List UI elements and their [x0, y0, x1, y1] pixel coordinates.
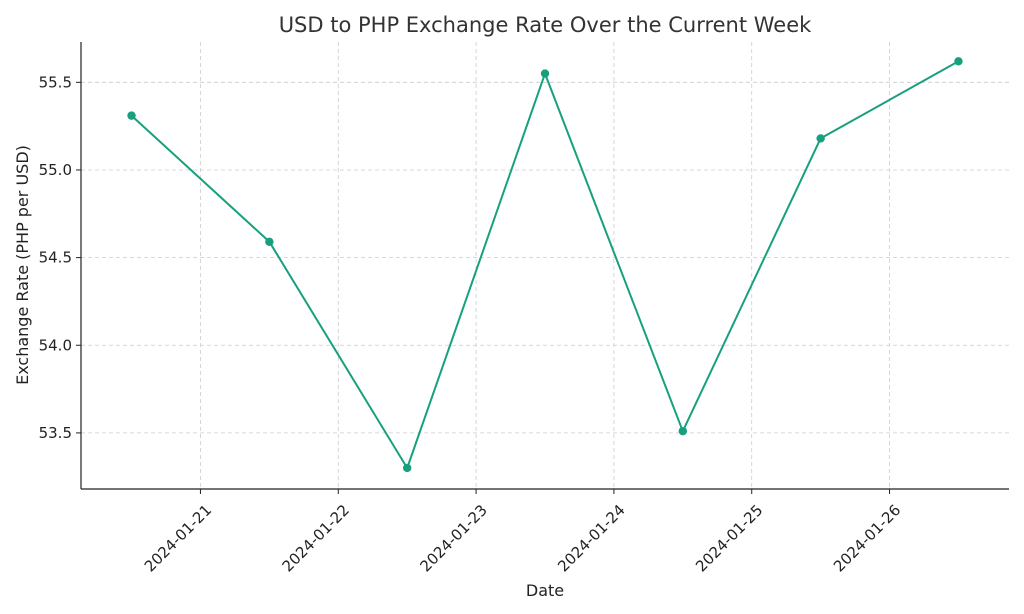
y-tick-label: 55.5 — [39, 73, 72, 91]
y-axis-label: Exchange Rate (PHP per USD) — [13, 145, 32, 385]
x-tick-label: 2024-01-21 — [141, 501, 215, 575]
data-point[interactable] — [265, 237, 274, 247]
y-tick-label: 54.0 — [39, 336, 72, 354]
series-line — [130, 60, 959, 469]
data-point[interactable] — [816, 134, 825, 143]
data-point[interactable] — [954, 57, 963, 66]
data-point[interactable] — [540, 69, 550, 78]
x-tick-label: 2024-01-22 — [279, 501, 353, 575]
y-tick-label: 54.5 — [39, 249, 72, 267]
data-point[interactable] — [402, 463, 412, 473]
axes — [76, 42, 1009, 494]
chart-title: USD to PHP Exchange Rate Over the Curren… — [279, 13, 812, 37]
x-tick-label: 2024-01-23 — [416, 501, 490, 575]
data-point[interactable] — [127, 111, 136, 120]
x-tick-label: 2024-01-26 — [830, 501, 904, 575]
series-layer — [127, 57, 963, 473]
x-axis-label: Date — [526, 581, 564, 600]
x-tick-label: 2024-01-24 — [554, 501, 628, 575]
y-tick-label: 53.5 — [39, 424, 72, 442]
y-tick-label: 55.0 — [39, 161, 72, 179]
data-point[interactable] — [678, 426, 688, 436]
x-tick-label: 2024-01-25 — [692, 501, 766, 575]
grid — [81, 42, 1009, 489]
